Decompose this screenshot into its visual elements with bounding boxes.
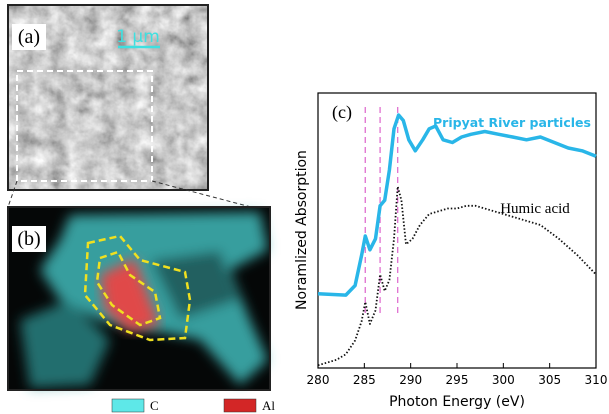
plot-frame xyxy=(318,93,596,368)
x-tick-label: 310 xyxy=(585,373,608,387)
panel-label: (a) xyxy=(18,26,40,48)
x-tick-label: 290 xyxy=(399,373,422,387)
x-tick-label: 295 xyxy=(446,373,469,387)
legend-swatch xyxy=(112,399,144,412)
x-tick-label: 305 xyxy=(538,373,561,387)
series-label: Pripyat River particles xyxy=(433,115,591,130)
x-tick-label: 300 xyxy=(492,373,515,387)
x-axis-label: Photon Energy (eV) xyxy=(389,394,525,410)
panel-a: (a) 1 μm xyxy=(8,5,208,190)
x-tick-label: 280 xyxy=(307,373,330,387)
y-axis-label: Noramlized Absorption xyxy=(294,150,310,310)
panel-label: (b) xyxy=(17,228,40,250)
figure: (a) 1 μm (b) C Al (c) Noramlized Absorpt… xyxy=(0,0,609,414)
panel-b: (b) xyxy=(8,207,270,390)
legend-label: C xyxy=(150,398,159,413)
legend-label: Al xyxy=(262,398,275,413)
scale-bar-label: 1 μm xyxy=(116,27,160,47)
legend-swatch xyxy=(224,399,256,412)
panel-label: (c) xyxy=(332,102,352,123)
x-tick-label: 285 xyxy=(353,373,376,387)
series-label: Humic acid xyxy=(500,201,570,217)
chart: (c) Noramlized Absorption Photon Energy … xyxy=(294,93,607,410)
